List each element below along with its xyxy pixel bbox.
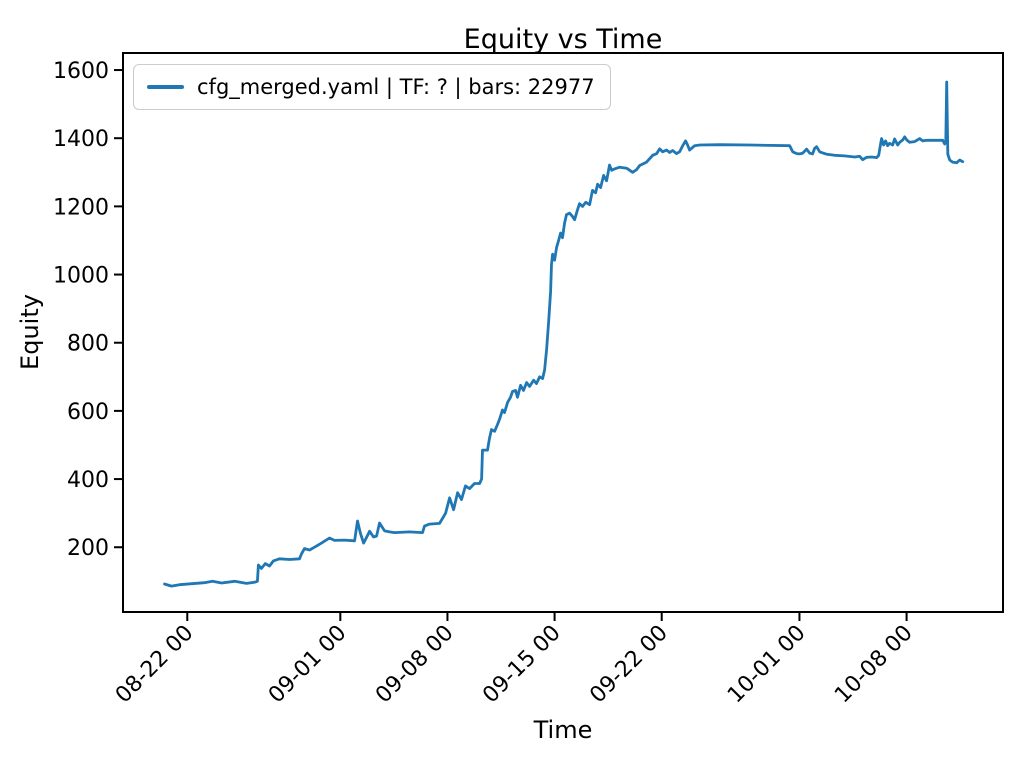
axes-frame	[122, 52, 1004, 613]
y-tick-label: 1600	[53, 59, 109, 84]
chart-title: Equity vs Time	[463, 24, 663, 55]
legend: cfg_merged.yaml | TF: ? | bars: 22977	[133, 64, 611, 110]
y-tick-label: 800	[67, 332, 109, 357]
x-tick-label: 09-15 00	[478, 621, 566, 709]
x-tick-label: 09-08 00	[371, 621, 459, 709]
y-tick-label: 1400	[53, 127, 109, 152]
x-tick-label: 08-22 00	[111, 621, 199, 709]
y-axis-label: Equity	[16, 294, 44, 370]
y-tick-label: 1200	[53, 195, 109, 220]
y-tick-label: 600	[67, 400, 109, 425]
legend-label: cfg_merged.yaml | TF: ? | bars: 22977	[197, 75, 595, 99]
y-tick-label: 400	[67, 468, 109, 493]
y-tick-label: 1000	[53, 264, 109, 289]
y-tick-label: 200	[67, 536, 109, 561]
x-tick-label: 10-08 00	[830, 621, 918, 709]
x-axis-label: Time	[533, 716, 593, 744]
x-tick-label: 09-01 00	[264, 621, 352, 709]
x-tick-label: 09-22 00	[585, 621, 673, 709]
x-tick-label: 10-01 00	[723, 621, 811, 709]
equity-line	[163, 80, 965, 588]
legend-line-sample	[147, 85, 184, 89]
